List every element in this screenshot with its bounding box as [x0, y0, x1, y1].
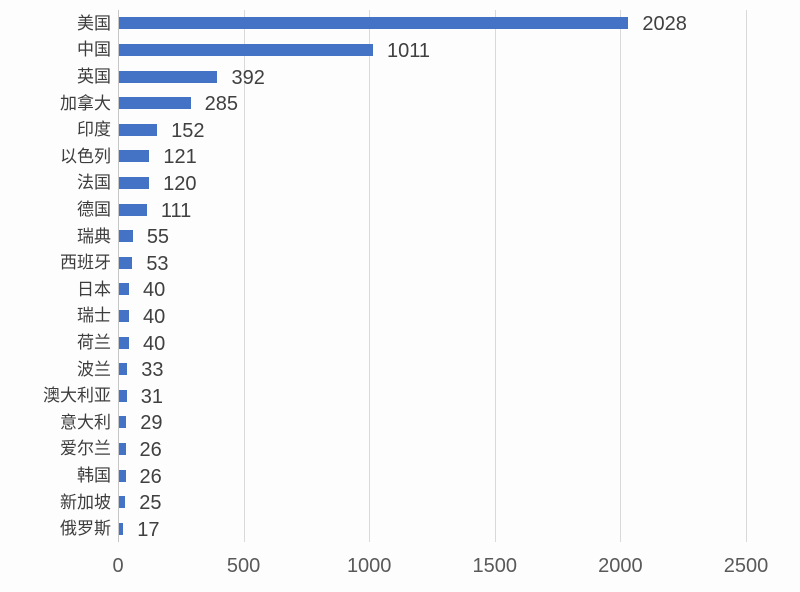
- category-label: 美国: [77, 13, 111, 33]
- value-label: 26: [139, 438, 162, 461]
- category-label: 西班牙: [60, 253, 111, 273]
- x-tick-label: 2000: [598, 555, 643, 577]
- category-label: 新加坡: [60, 492, 111, 512]
- bar: [119, 123, 158, 136]
- bar: [119, 256, 133, 269]
- category-label: 法国: [77, 173, 111, 193]
- value-label: 33: [141, 359, 164, 382]
- bar: [119, 309, 130, 322]
- category-label: 俄罗斯: [60, 519, 111, 539]
- bar: [119, 150, 150, 163]
- x-tick-label: 1000: [346, 555, 392, 577]
- x-tick-label: 500: [226, 555, 261, 577]
- value-label: 26: [139, 465, 162, 488]
- bar: [119, 336, 130, 349]
- category-label: 英国: [77, 67, 111, 86]
- bar: [119, 522, 124, 535]
- value-label: 40: [143, 305, 166, 328]
- x-tick-label: 0: [112, 555, 124, 577]
- bar: [119, 176, 150, 189]
- value-label: 55: [146, 226, 170, 249]
- bar: [119, 469, 126, 482]
- gridline-x-2000: [620, 10, 622, 542]
- value-label: 40: [143, 279, 166, 302]
- value-label: 29: [140, 412, 163, 435]
- bar: [119, 283, 130, 296]
- gridline-x-1500: [494, 10, 496, 542]
- category-label: 瑞士: [77, 306, 111, 326]
- value-label: 285: [204, 93, 238, 116]
- x-tick-label: 1500: [472, 555, 518, 577]
- bar: [119, 416, 127, 429]
- bar: [119, 230, 133, 243]
- value-label: 2028: [642, 13, 687, 36]
- category-label: 意大利: [60, 412, 111, 432]
- bar: [119, 70, 218, 83]
- category-label: 加拿大: [60, 93, 111, 113]
- category-label: 爱尔兰: [60, 439, 111, 459]
- x-tick-label: 2500: [723, 555, 769, 577]
- category-label: 德国: [77, 200, 111, 219]
- value-label: 53: [146, 252, 169, 275]
- bar: [119, 97, 191, 110]
- value-label: 40: [143, 332, 166, 355]
- bar: [119, 389, 127, 402]
- category-label: 印度: [77, 120, 111, 140]
- category-label: 瑞典: [77, 226, 111, 246]
- value-label: 17: [137, 518, 160, 541]
- category-label: 澳大利亚: [43, 386, 111, 406]
- category-label: 以色列: [60, 146, 111, 166]
- bar: [119, 496, 126, 509]
- category-label: 荷兰: [77, 333, 111, 352]
- value-label: 392: [231, 66, 265, 89]
- y-axis-line: [118, 10, 119, 542]
- value-label: 120: [163, 172, 197, 195]
- value-label: 31: [140, 385, 164, 408]
- category-label: 日本: [77, 279, 111, 299]
- bar: [119, 442, 126, 455]
- gridline-x-500: [243, 10, 245, 542]
- category-label: 中国: [77, 40, 111, 60]
- gridline-x-2500: [746, 10, 747, 542]
- bar: [119, 43, 373, 56]
- category-label: 波兰: [77, 359, 111, 379]
- value-label: 111: [160, 199, 192, 222]
- value-label: 121: [163, 146, 197, 169]
- bar: [119, 17, 629, 30]
- bar: [119, 203, 147, 216]
- gridline-x-1000: [369, 10, 371, 542]
- value-label: 152: [171, 119, 205, 142]
- category-label: 韩国: [77, 466, 111, 485]
- value-label: 25: [139, 492, 162, 515]
- value-label: 1011: [386, 39, 430, 62]
- bar: [119, 363, 128, 376]
